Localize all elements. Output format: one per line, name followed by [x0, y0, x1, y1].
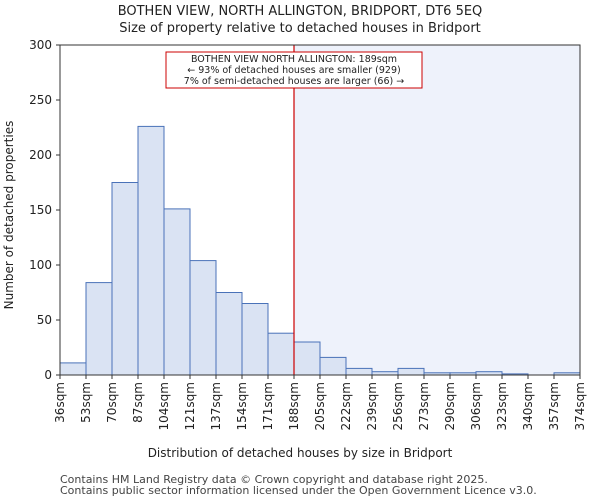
bar-53sqm	[85, 282, 113, 376]
bar-70sqm	[111, 182, 139, 376]
bar-205sqm	[319, 356, 347, 376]
x-tick-label: 222sqm	[339, 382, 353, 430]
x-axis: 36sqm 53sqm 70sqm 87sqm 104sqm 121sqm 137sqm 15…	[53, 375, 587, 430]
footer-line-2: Contains public sector information licen…	[60, 484, 537, 497]
y-tick-label: 50	[37, 313, 52, 327]
x-tick-label: 306sqm	[469, 382, 483, 430]
x-tick-label: 53sqm	[79, 382, 93, 423]
y-axis-label: Number of detached properties	[2, 121, 16, 310]
x-tick-label: 188sqm	[287, 382, 301, 430]
x-tick-label: 154sqm	[235, 382, 249, 430]
annotation-line-3: 7% of semi-detached houses are larger (6…	[184, 76, 404, 87]
y-tick-label: 200	[29, 148, 52, 162]
annotation-border	[165, 51, 423, 89]
bar-137sqm	[215, 292, 243, 376]
x-tick-label: 273sqm	[417, 382, 431, 430]
x-tick-label: 256sqm	[391, 382, 405, 430]
annotation-line-2: ← 93% of detached houses are smaller (92…	[187, 65, 400, 76]
bar-171sqm	[267, 332, 295, 376]
y-axis: 0 50 100 150 200 250 300	[29, 38, 60, 382]
bar-154sqm	[241, 303, 269, 376]
x-tick-label: 171sqm	[261, 382, 275, 430]
y-tick-label: 100	[29, 258, 52, 272]
chart-subtitle: Size of property relative to detached ho…	[119, 21, 481, 36]
x-tick-label: 239sqm	[365, 382, 379, 430]
x-tick-label: 205sqm	[313, 382, 327, 430]
x-tick-label: 121sqm	[183, 382, 197, 430]
x-axis-label: Distribution of detached houses by size …	[148, 446, 453, 460]
bar-87sqm	[137, 125, 165, 376]
annotation-box: BOTHEN VIEW NORTH ALLINGTON: 189sqm ← 93…	[165, 51, 423, 89]
x-tick-label: 137sqm	[209, 382, 223, 430]
x-tick-label: 290sqm	[443, 382, 457, 430]
x-tick-label: 36sqm	[53, 382, 67, 423]
y-tick-label: 0	[44, 368, 52, 382]
x-tick-label: 340sqm	[521, 382, 535, 430]
bars-group	[59, 125, 581, 376]
footer-line-1: Contains HM Land Registry data © Crown c…	[60, 473, 488, 486]
bar-104sqm	[163, 208, 191, 376]
x-tick-label: 70sqm	[105, 382, 119, 423]
bar-121sqm	[189, 260, 217, 376]
x-tick-label: 323sqm	[495, 382, 509, 430]
bar-256sqm	[397, 367, 425, 376]
x-tick-label: 374sqm	[573, 382, 587, 430]
y-tick-label: 300	[29, 38, 52, 52]
bar-222sqm	[345, 367, 373, 376]
x-tick-label: 357sqm	[547, 382, 561, 430]
annotation-line-1: BOTHEN VIEW NORTH ALLINGTON: 189sqm	[191, 54, 397, 65]
x-tick-label: 87sqm	[131, 382, 145, 423]
bar-188sqm	[293, 341, 321, 376]
x-tick-label: 104sqm	[157, 382, 171, 430]
chart-title: BOTHEN VIEW, NORTH ALLINGTON, BRIDPORT, …	[118, 4, 483, 19]
y-tick-label: 250	[29, 93, 52, 107]
y-tick-label: 150	[29, 203, 52, 217]
highlight-region	[294, 45, 580, 375]
bar-36sqm	[59, 362, 87, 376]
